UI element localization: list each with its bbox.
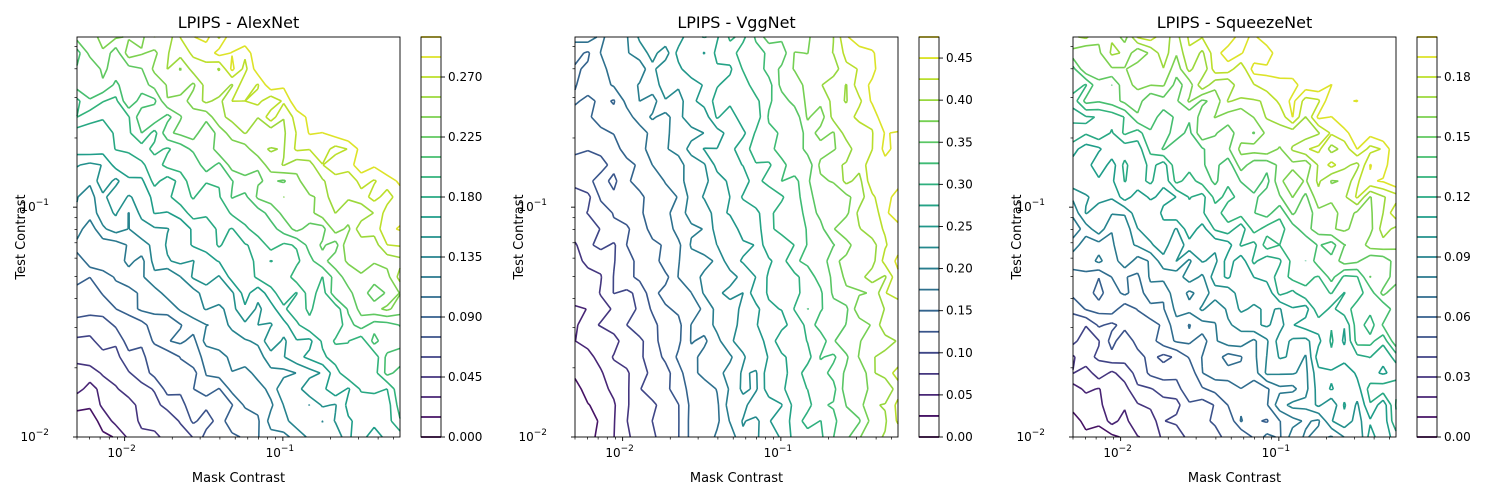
y-tick-label-0: 10−2 [518,428,547,444]
colorbar-tick-label-0: 0.00 [946,430,973,444]
colorbar-tick-label-7: 0.35 [946,135,973,149]
contour-level-18 [848,37,898,269]
contour-level-12 [728,37,823,437]
contour-level-13 [755,37,837,437]
contour-level-6 [77,277,240,437]
contour-level-12 [77,120,400,431]
x-ticks: 10−2 10−1 [1073,437,1389,460]
colorbar-tick-label-4: 0.20 [946,262,973,276]
colorbar-tick-label-3: 0.09 [1444,250,1471,264]
chart-title: LPIPS - SqueezeNet [1157,13,1313,32]
contour-level-5 [575,151,679,437]
contour-level-3 [1073,355,1161,437]
colorbar-frame [919,37,939,437]
colorbar-tick-label-4: 0.180 [448,190,482,204]
x-tick-label-1: 10−1 [764,444,793,460]
x-ticks: 10−2 10−1 [77,437,393,460]
contour-level-14 [77,49,400,375]
colorbar-tick-label-0: 0.00 [1444,430,1471,444]
x-axis-label: Mask Contrast [1188,471,1281,486]
colorbar-tick-label-3: 0.15 [946,304,973,318]
colorbar-tick-label-5: 0.25 [946,219,973,233]
x-tick-label-1: 10−1 [1262,444,1291,460]
panel-alexnet: LPIPS - AlexNet 10−2 10−1 10−2 10−1 Mask C… [14,13,482,486]
panel-vggnet: LPIPS - VggNet 10−2 10−1 10−2 10−1 Mask Co… [512,13,973,486]
chart-title: LPIPS - AlexNet [178,13,300,32]
contour-level-15 [77,40,400,316]
x-tick-label-0: 10−2 [107,444,136,460]
contour-level-10 [77,163,342,437]
contour-level-1 [575,379,598,438]
contour-level-14 [764,37,861,437]
y-axis-label: Test Contrast [512,194,527,280]
colorbar: 0.000 0.045 0.090 0.135 0.180 0.225 0.270 [421,37,482,444]
contour-lines [1073,37,1396,437]
contour-level-10 [1073,188,1363,437]
contour-lines [77,37,400,437]
contour-level-11 [77,154,382,437]
y-tick-label-0: 10−2 [20,428,49,444]
colorbar-tick-label-4: 0.12 [1444,190,1471,204]
colorbar-tick-label-5: 0.225 [448,130,482,144]
x-tick-label-0: 10−2 [605,444,634,460]
colorbar-tick-label-5: 0.15 [1444,130,1471,144]
colorbar-tick-label-2: 0.090 [448,310,482,324]
colorbar: 0.00 0.03 0.06 0.09 0.12 0.15 0.18 [1417,37,1471,444]
chart-title: LPIPS - VggNet [677,13,795,32]
colorbar-tick-label-9: 0.45 [946,51,973,65]
x-ticks: 10−2 10−1 [575,437,891,460]
colorbar-tick-label-6: 0.30 [946,177,973,191]
contour-level-6 [575,52,689,437]
plot-frame [1073,37,1396,437]
contour-level-14 [1073,66,1396,346]
panel-squeezenet: LPIPS - SqueezeNet 10−2 10−1 10−2 10−1 Mas… [1010,13,1471,486]
contour-level-9 [77,185,323,437]
colorbar-tick-label-2: 0.10 [946,346,973,360]
colorbar: 0.00 0.05 0.10 0.15 0.20 0.25 0.30 0.35 0.40 0.45 [919,37,973,444]
contour-level-18 [180,37,400,246]
contour-level-19 [195,37,400,230]
x-tick-label-1: 10−1 [266,444,295,460]
x-axis-label: Mask Contrast [192,471,285,486]
colorbar-tick-label-3: 0.135 [448,250,482,264]
contour-level-4 [575,188,657,437]
contour-level-1 [77,409,113,437]
y-axis-label: Test Contrast [1010,194,1025,280]
y-axis-label: Test Contrast [14,194,29,280]
colorbar-tick-label-1: 0.045 [448,370,482,384]
contour-level-8 [1073,218,1333,437]
colorbar-tick-label-8: 0.40 [946,93,973,107]
y-tick-label-0: 10−2 [1016,428,1045,444]
colorbar-tick-label-6: 0.18 [1444,70,1471,84]
contour-level-3 [77,364,160,437]
colorbar-tick-label-1: 0.03 [1444,370,1471,384]
x-axis-label: Mask Contrast [690,471,783,486]
x-tick-label-0: 10−2 [1103,444,1132,460]
colorbar-tick-label-6: 0.270 [448,70,482,84]
plot-frame [575,37,898,437]
contour-level-3 [575,242,630,437]
colorbar-tick-label-0: 0.000 [448,430,482,444]
contour-level-5 [77,315,213,437]
colorbar-tick-label-1: 0.05 [946,388,973,402]
contour-level-8 [77,220,290,437]
contour-lines [575,37,898,437]
colorbar-tick-label-2: 0.06 [1444,310,1471,324]
